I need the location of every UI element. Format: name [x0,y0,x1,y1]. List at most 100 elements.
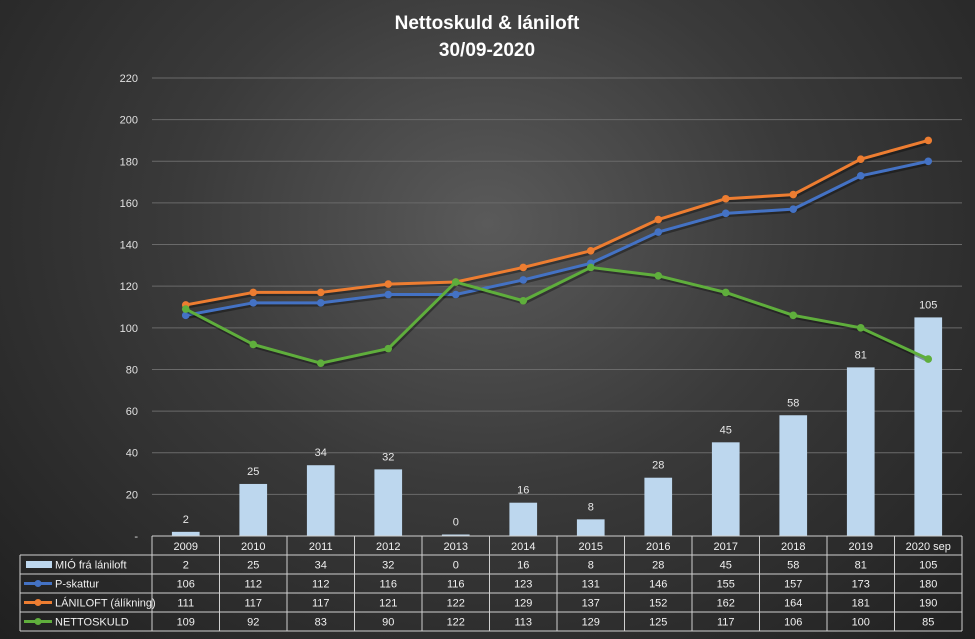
bar [374,469,403,536]
bar [171,531,200,536]
table-cell-value: 106 [177,579,195,591]
series-point [519,263,528,272]
series-point [586,246,595,255]
series-point [384,280,393,288]
y-axis-ticks: - 20 40 60 80 100 120 140 160 180 200 220 [120,73,139,543]
table-cell-value: 34 [315,560,327,572]
table-cell-value: 125 [649,617,667,629]
series-point [249,299,258,307]
table-cell-value: 92 [247,617,259,629]
legend-series-name: LÁNILOFT (álíkning) [55,597,156,610]
category-label: 2015 [579,541,603,553]
series-point [789,311,798,320]
category-label: 2016 [646,541,670,553]
table-cell-value: 28 [652,560,664,572]
table-cell-value: 164 [784,598,802,610]
bar [644,477,673,536]
series-point [181,311,190,320]
table-cell-value: 116 [379,579,397,591]
series-point [924,157,933,166]
series-line [184,265,930,365]
y-tick-label: 40 [126,448,138,460]
y-tick-label: 60 [126,406,138,418]
series-line-shadow [185,267,930,367]
category-label: 2017 [714,541,738,553]
series-point [316,299,325,307]
table-cell-value: 100 [852,617,870,629]
series-point [789,205,798,213]
bar-data-label: 8 [588,501,594,513]
table-cell-value: 16 [517,560,529,572]
series-line [184,159,930,317]
series-point [384,290,393,299]
category-label: 2011 [309,541,333,553]
table-cell-value: 45 [720,560,732,572]
data-table: 2009 2010 2011 2012 2013 2014 2015 2016 2017 2018… [19,535,963,632]
bar [711,442,740,536]
table-cell-value: 109 [177,617,195,629]
series-point [181,305,190,313]
table-cell-value: 181 [852,598,870,610]
table-cell-value: 106 [784,617,802,629]
series-point [856,172,865,180]
series-point [654,271,663,280]
table-cell-value: 32 [382,560,394,572]
bar-data-label: 58 [787,397,799,409]
y-tick-label: 100 [120,323,138,335]
y-tick-label: 80 [126,364,138,376]
table-cell-value: 180 [919,579,937,591]
table-cell-value: 117 [717,617,735,629]
series-line-shadow [186,161,930,320]
table-cell-value: 137 [582,598,600,610]
bar [239,483,268,536]
bar-data-label: 2 [183,514,189,526]
bar-data-label: 34 [315,447,327,459]
bar-data-label: 28 [652,460,664,472]
table-cell-value: 129 [582,617,600,629]
category-label: 2010 [241,541,265,553]
table-cell-value: 131 [582,579,600,591]
legend-key-marker [34,618,42,625]
table-cell-value: 90 [382,617,394,629]
y-tick-label: 160 [120,198,138,210]
table-cell-value: 122 [447,617,465,629]
chart-title-line1: Nettoskuld & lániloft [395,13,580,34]
category-label: 2009 [174,541,198,553]
table-cell-value: 155 [717,579,735,591]
bar-data-label: 32 [382,451,394,463]
bar-data-label: 16 [517,485,529,497]
series-point [586,263,595,272]
table-cell-value: 122 [447,598,465,610]
series-point [451,278,460,286]
table-cell-value: 58 [787,560,799,572]
series-line-shadow [186,140,930,309]
series-point [249,340,258,349]
table-cell-value: 121 [379,598,397,610]
bar [779,415,808,536]
table-cell-value: 113 [514,617,532,629]
gridlines [152,77,962,495]
table-cell-value: 129 [514,598,532,610]
y-tick-label: 200 [120,115,138,127]
table-cell-value: 8 [588,560,594,572]
table-cell-value: 2 [183,560,189,572]
table-cell-value: 25 [247,560,259,572]
bar [306,465,335,536]
table-cell-value: 0 [453,560,459,572]
table-cell-value: 146 [649,579,667,591]
table-cell-value: 190 [919,598,937,610]
bar [914,317,943,536]
category-label: 2014 [511,541,535,553]
table-cell-value: 173 [852,579,870,591]
series-point [721,194,730,203]
table-cell-value: 112 [312,579,330,591]
category-label: 2019 [849,541,873,553]
table-cell-value: 116 [447,579,465,591]
series-point [654,228,663,236]
series-point [856,155,865,163]
chart-title-line2: 30/09-2020 [439,40,535,61]
series-point [721,209,730,218]
table-cell-value: 123 [514,579,532,591]
table-cell-value: 83 [315,617,327,629]
